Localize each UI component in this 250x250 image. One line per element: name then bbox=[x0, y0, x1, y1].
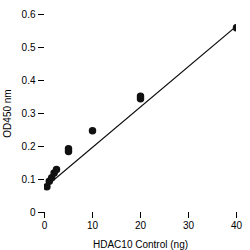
svg-text:40: 40 bbox=[231, 220, 243, 231]
svg-text:HDAC10 Control (ng): HDAC10 Control (ng) bbox=[93, 239, 188, 250]
svg-text:OD450 nm: OD450 nm bbox=[2, 89, 13, 137]
svg-text:20: 20 bbox=[135, 220, 147, 231]
svg-text:0.1: 0.1 bbox=[22, 174, 36, 185]
svg-text:0: 0 bbox=[42, 220, 48, 231]
svg-text:10: 10 bbox=[87, 220, 99, 231]
svg-text:0.4: 0.4 bbox=[22, 75, 36, 86]
svg-text:0: 0 bbox=[30, 207, 36, 218]
svg-text:0.2: 0.2 bbox=[22, 141, 36, 152]
svg-text:30: 30 bbox=[183, 220, 195, 231]
svg-text:0.3: 0.3 bbox=[22, 108, 36, 119]
svg-text:0.6: 0.6 bbox=[22, 9, 36, 20]
svg-text:0.5: 0.5 bbox=[22, 42, 36, 53]
